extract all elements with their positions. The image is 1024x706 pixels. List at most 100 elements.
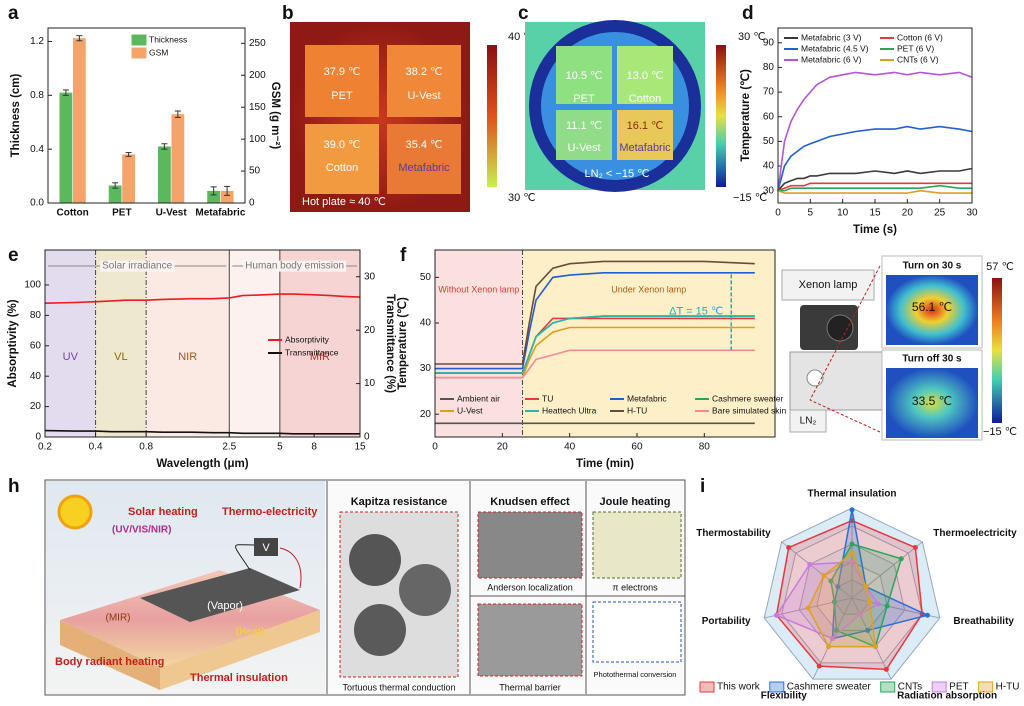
line [435,315,755,374]
y-tick-label: 100 [24,280,41,291]
photo-g: Xenon lamp LN₂ Turn on 30 s 56.1 ℃ Turn … [742,245,1017,441]
radar-series [831,509,930,640]
illustration-label: Solar heating [128,506,198,518]
radar-axis-label: Thermostability [696,528,771,539]
panel-label: c [518,3,529,24]
y-tick-label: 90 [763,37,775,48]
radar-point [816,663,822,669]
panel-label: i [700,476,705,497]
x-axis-label: Time (min) [576,458,634,470]
region [435,250,523,437]
radar-point [867,599,873,605]
region-label: MIR [310,351,330,363]
plot-area [778,28,972,203]
image-label: U-Vest [567,142,600,154]
y-tick-label: 30 [763,185,775,196]
image-label: 35.4 ℃ [406,139,443,151]
guide-line [809,399,881,433]
legend-label: Ambient air [457,393,500,403]
line [777,125,973,191]
sample [387,45,461,117]
region-label: Without Xenon lamp [438,284,519,294]
thermal-inset [886,275,978,345]
illustration-label: (UV/VIS/NIR) [112,525,171,536]
radar-point [828,578,834,584]
illustration-label: Body radiant heating [55,656,164,668]
line [435,260,755,365]
region [45,250,96,437]
y-tick-label: 40 [763,161,775,172]
radar-axis-label: Breathability [953,616,1014,627]
x-tick-label: Metafabric [195,208,245,219]
span-label: Solar irradiance [102,261,172,272]
line [777,71,973,191]
plot-frame [47,27,246,204]
plot-frame [777,27,973,204]
legend-label: CNTs (6 V) [897,54,939,64]
radar-point [849,541,855,547]
image-label: Turn off 30 s [902,354,962,365]
illustration-label: Anderson localization [487,582,573,592]
x-tick-label: 5 [277,442,283,453]
line [44,293,361,304]
radar-spoke [851,597,892,680]
x-tick-label: U-Vest [156,208,188,219]
bar [207,190,221,203]
illustration-label: (Heat) [236,627,264,638]
y-tick-label: 60 [30,340,42,351]
fiber [354,604,406,656]
illustration-label: V [262,542,270,554]
x-tick-label: 2.5 [222,442,236,453]
sample [305,124,379,194]
inset-box [477,511,583,579]
x-tick-label: 30 [966,208,978,219]
radar-point [884,603,890,609]
x-axis-label: Time (s) [853,224,897,236]
legend-label: Transmittance [285,347,339,357]
illustration-label: (MIR) [106,613,131,624]
y2-tick-label: 0 [249,198,255,209]
wire [279,547,302,589]
colorbar-label: −15 ℃ [983,426,1017,438]
legend-label: GSM [149,47,168,57]
y-tick-label: 60 [763,111,775,122]
image-label: Xenon lamp [799,279,858,291]
radar-point [833,627,839,633]
sample [305,45,379,117]
radar-series [775,519,923,671]
legend-swatch [880,681,896,693]
image-label: Metafabric [398,162,450,174]
y2-tick-label: 20 [364,325,376,336]
legend-label: Thickness [149,34,187,44]
x-tick-label: 15 [869,208,881,219]
x-tick-label: 8 [311,442,317,453]
image-label: 37.9 ℃ [324,66,361,78]
image-label: 13.0 ℃ [627,70,664,82]
illustration-label: π electrons [612,582,658,592]
x-tick-label: PET [112,208,131,219]
radar-point [857,611,863,617]
x-tick-label: 20 [497,442,509,453]
legend-swatch [131,34,147,46]
illustration-label: Thermal insulation [190,672,288,684]
sample [556,46,612,104]
legend-label: Cashmere sweater [712,393,784,403]
fiber [399,564,451,616]
bar [157,146,171,203]
legend-label: Bare simulated skin [712,405,786,415]
y-tick-label: 40 [30,371,42,382]
legend-label: Metafabric (6 V) [801,54,862,64]
region-label: Under Xenon lamp [611,284,686,294]
y2-axis-label: GSM (g m⁻²) [269,82,281,150]
image-label: PET [573,93,595,105]
line [435,349,755,379]
radar-point [924,612,930,618]
x-tick-label: 5 [808,208,814,219]
image-label: Cotton [326,162,358,174]
radar-spoke [781,541,853,599]
radar-series [775,561,880,640]
radar-series [830,543,903,648]
x-tick-label: 25 [934,208,946,219]
y-axis-label: Temperature (℃) [739,69,752,162]
legend-label: CNTs [898,682,922,693]
